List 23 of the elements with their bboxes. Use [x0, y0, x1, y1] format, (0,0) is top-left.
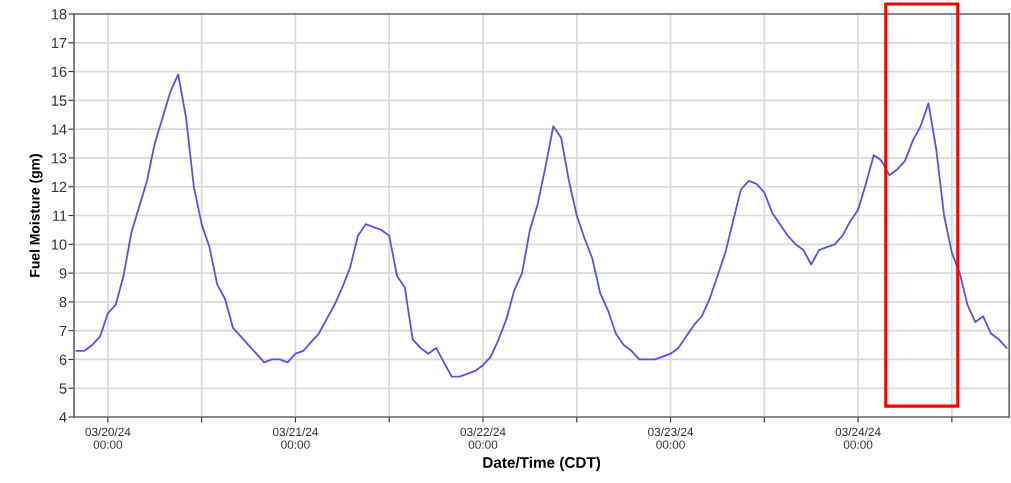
y-tick-label: 4 — [59, 412, 67, 423]
y-tick-label: 7 — [59, 325, 67, 336]
x-tick-label: 03/23/24 00:00 — [648, 427, 694, 449]
y-tick-label: 17 — [51, 38, 67, 49]
x-tick-label: 03/20/24 00:00 — [85, 427, 131, 449]
y-tick-label: 9 — [59, 268, 67, 279]
line-series — [75, 73, 1008, 378]
y-tick-label: 8 — [59, 296, 67, 308]
y-tick-label: 16 — [51, 66, 67, 78]
y-tick-label: 14 — [51, 124, 67, 135]
x-tick-label: 03/21/24 00:00 — [272, 427, 319, 449]
y-tick-label: 15 — [51, 95, 67, 106]
y-tick-label: 6 — [59, 354, 67, 365]
x-tick-label: 03/24/24 00:00 — [835, 427, 881, 449]
y-tick-label: 12 — [51, 181, 67, 193]
y-tick-label: 13 — [51, 153, 67, 164]
y-tick-label: 5 — [59, 383, 67, 394]
y-tick-label: 18 — [51, 9, 67, 20]
y-tick-label: 11 — [53, 210, 67, 221]
x-tick-label: 03/22/24 00:00 — [460, 427, 506, 449]
y-tick-label: 10 — [51, 239, 67, 250]
y-axis-title: Fuel Moisture (gm) — [29, 154, 43, 277]
x-axis-title: Date/Time (CDT) — [483, 456, 601, 471]
